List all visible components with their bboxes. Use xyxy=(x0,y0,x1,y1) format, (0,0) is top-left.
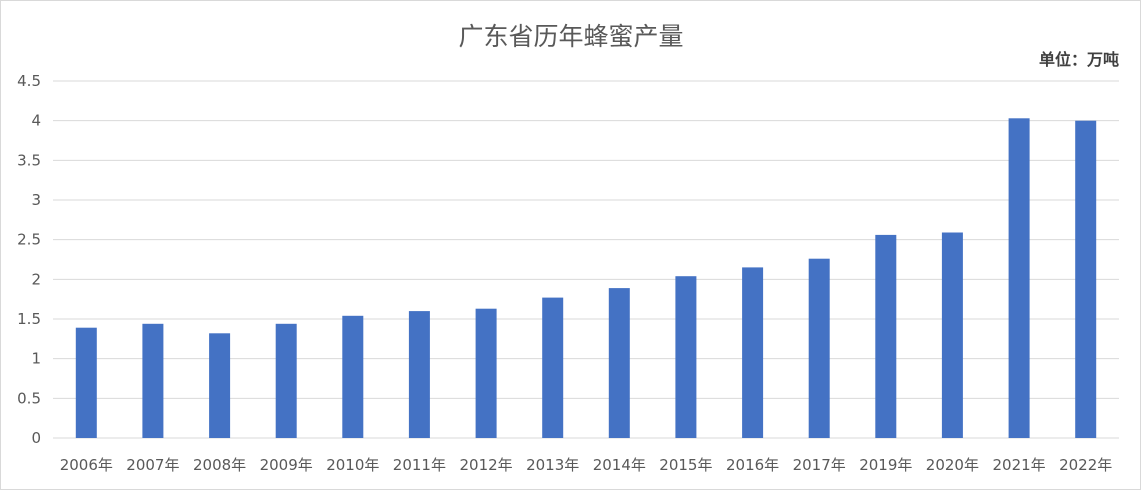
bar xyxy=(408,311,430,438)
x-tick-label: 2020年 xyxy=(926,456,979,474)
bar xyxy=(275,323,297,438)
y-tick-label: 3 xyxy=(31,191,41,209)
bar xyxy=(75,327,97,438)
bars xyxy=(75,118,1097,439)
y-axis-ticks: 0 0.5 1 1.5 2 2.5 3 3.5 4 4.5 xyxy=(17,72,41,447)
bar xyxy=(1075,120,1097,438)
bar xyxy=(675,276,697,438)
x-tick-label: 2019年 xyxy=(859,456,912,474)
bar xyxy=(542,297,564,438)
x-tick-label: 2016年 xyxy=(726,456,779,474)
bar xyxy=(142,323,164,438)
bar xyxy=(209,333,231,438)
bar xyxy=(941,232,963,438)
bar xyxy=(808,258,830,438)
y-tick-label: 0 xyxy=(31,429,41,447)
x-tick-label: 2008年 xyxy=(193,456,246,474)
y-tick-label: 2.5 xyxy=(17,231,41,249)
bar xyxy=(1008,118,1030,439)
x-tick-label: 2009年 xyxy=(260,456,313,474)
x-tick-label: 2012年 xyxy=(460,456,513,474)
x-tick-label: 2006年 xyxy=(60,456,113,474)
x-tick-label: 2007年 xyxy=(126,456,179,474)
bar xyxy=(742,267,764,438)
bar xyxy=(608,288,630,438)
x-tick-label: 2022年 xyxy=(1059,456,1112,474)
x-tick-label: 2011年 xyxy=(393,456,446,474)
y-tick-label: 0.5 xyxy=(17,389,41,407)
x-tick-label: 2017年 xyxy=(793,456,846,474)
y-tick-label: 2 xyxy=(31,270,41,288)
x-tick-label: 2010年 xyxy=(326,456,379,474)
gridlines xyxy=(53,80,1119,439)
bar xyxy=(875,234,897,438)
y-tick-label: 1.5 xyxy=(17,310,41,328)
y-tick-label: 3.5 xyxy=(17,151,41,169)
x-tick-label: 2015年 xyxy=(659,456,712,474)
y-tick-label: 1 xyxy=(31,350,41,368)
y-tick-label: 4 xyxy=(31,112,41,130)
x-tick-label: 2014年 xyxy=(593,456,646,474)
x-tick-label: 2021年 xyxy=(993,456,1046,474)
unit-label: 单位：万吨 xyxy=(1039,50,1119,69)
chart-title: 广东省历年蜂蜜产量 xyxy=(458,22,683,51)
bar xyxy=(342,315,364,438)
x-axis-labels: 2006年 2007年 2008年 2009年 2010年 2011年 2012年 2013年… xyxy=(60,456,1113,474)
x-tick-label: 2013年 xyxy=(526,456,579,474)
bar xyxy=(475,308,497,438)
y-tick-label: 4.5 xyxy=(17,72,41,90)
